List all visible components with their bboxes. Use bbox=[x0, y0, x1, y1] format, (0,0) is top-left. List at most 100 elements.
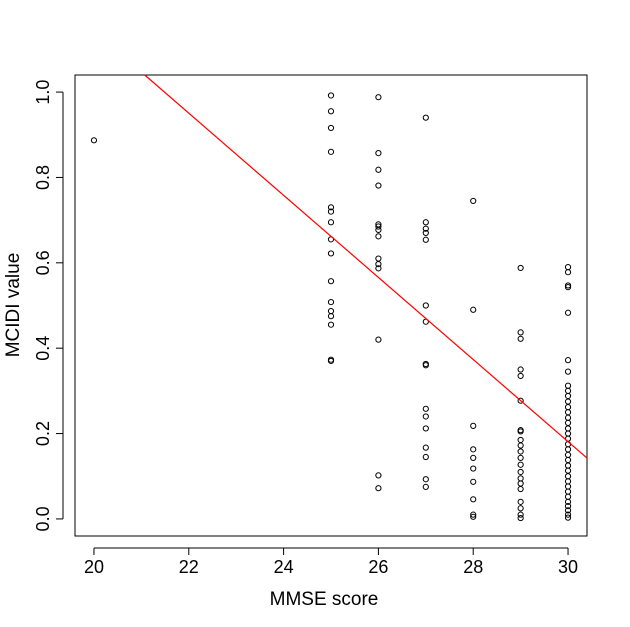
data-point bbox=[564, 269, 572, 276]
data-point bbox=[517, 264, 524, 272]
data-point bbox=[564, 488, 572, 495]
data-point bbox=[517, 505, 524, 512]
data-point bbox=[517, 436, 524, 444]
data-point bbox=[564, 357, 572, 364]
data-point bbox=[517, 397, 524, 404]
data-point bbox=[564, 284, 572, 291]
data-point bbox=[375, 182, 382, 189]
data-point bbox=[564, 446, 572, 453]
data-point bbox=[327, 298, 335, 306]
plot-frame bbox=[74, 74, 588, 537]
data-point bbox=[564, 409, 572, 416]
data-point bbox=[470, 496, 477, 503]
data-point bbox=[564, 451, 572, 458]
data-point bbox=[327, 307, 335, 315]
data-point bbox=[375, 336, 382, 343]
data-point bbox=[517, 366, 524, 373]
data-point bbox=[90, 137, 98, 144]
data-point bbox=[422, 219, 429, 226]
data-point bbox=[375, 94, 382, 101]
data-point bbox=[375, 150, 382, 157]
data-point bbox=[564, 430, 572, 437]
data-point bbox=[564, 467, 572, 474]
data-point bbox=[327, 208, 335, 215]
data-point bbox=[470, 478, 477, 485]
data-point bbox=[375, 223, 382, 230]
data-point bbox=[422, 236, 429, 243]
data-point bbox=[564, 507, 572, 514]
data-point bbox=[470, 446, 477, 453]
data-point bbox=[422, 229, 429, 237]
data-point bbox=[564, 425, 572, 432]
data-point bbox=[517, 485, 524, 493]
data-point bbox=[564, 368, 572, 375]
data-point bbox=[375, 260, 382, 268]
data-point bbox=[517, 498, 524, 505]
data-point bbox=[470, 422, 477, 429]
data-point bbox=[470, 454, 477, 461]
data-point bbox=[327, 219, 335, 226]
data-point bbox=[517, 468, 524, 476]
x-tick-label: 20 bbox=[84, 557, 104, 577]
data-point bbox=[564, 456, 572, 464]
data-point bbox=[327, 124, 335, 132]
data-point bbox=[422, 114, 429, 121]
y-tick-label: 0.8 bbox=[33, 165, 53, 190]
data-point bbox=[517, 480, 524, 487]
data-point bbox=[564, 398, 572, 405]
data-point bbox=[422, 476, 429, 483]
data-point bbox=[564, 282, 572, 289]
data-point bbox=[327, 313, 335, 320]
regression-line bbox=[144, 74, 588, 459]
data-point bbox=[564, 392, 572, 400]
data-point bbox=[564, 511, 572, 518]
data-point bbox=[327, 148, 335, 155]
data-point bbox=[564, 498, 572, 505]
data-point bbox=[422, 483, 429, 491]
data-point bbox=[517, 372, 524, 380]
data-point bbox=[564, 483, 572, 490]
x-tick-label: 28 bbox=[463, 557, 483, 577]
data-point bbox=[422, 225, 429, 232]
data-point bbox=[517, 335, 524, 342]
data-point bbox=[327, 108, 335, 115]
data-point bbox=[422, 413, 429, 420]
data-point bbox=[517, 475, 524, 482]
data-point bbox=[564, 462, 572, 469]
data-point bbox=[327, 321, 335, 328]
data-point bbox=[470, 513, 477, 520]
y-tick-label: 0.2 bbox=[33, 421, 53, 446]
data-point bbox=[517, 461, 524, 468]
y-axis: 0.0 0.2 0.4 0.6 0.8 1.0 bbox=[33, 80, 64, 531]
data-point bbox=[517, 514, 524, 522]
x-tick-label: 26 bbox=[368, 557, 388, 577]
data-points bbox=[90, 92, 572, 522]
data-point bbox=[422, 444, 429, 451]
data-point bbox=[564, 503, 572, 510]
data-point bbox=[422, 302, 429, 309]
data-point bbox=[375, 485, 382, 492]
data-point bbox=[564, 309, 572, 316]
data-point bbox=[470, 511, 477, 518]
data-point bbox=[564, 419, 572, 426]
data-point bbox=[422, 405, 429, 412]
data-point bbox=[327, 278, 335, 285]
x-tick-label: 22 bbox=[179, 557, 199, 577]
x-axis: 20 22 24 26 28 30 bbox=[84, 547, 578, 577]
data-point bbox=[375, 472, 382, 479]
data-point bbox=[517, 454, 524, 461]
x-tick-label: 24 bbox=[274, 557, 294, 577]
x-axis-title: MMSE score bbox=[270, 589, 379, 610]
y-tick-label: 1.0 bbox=[33, 80, 53, 105]
data-point bbox=[564, 263, 572, 271]
data-point bbox=[375, 233, 382, 240]
data-point bbox=[375, 255, 382, 262]
data-point bbox=[564, 414, 572, 421]
y-tick-label: 0.0 bbox=[33, 506, 53, 531]
data-point bbox=[327, 92, 335, 99]
y-tick-label: 0.4 bbox=[33, 336, 53, 361]
data-point bbox=[564, 382, 572, 389]
y-tick-label: 0.6 bbox=[33, 250, 53, 275]
data-point bbox=[327, 250, 335, 257]
